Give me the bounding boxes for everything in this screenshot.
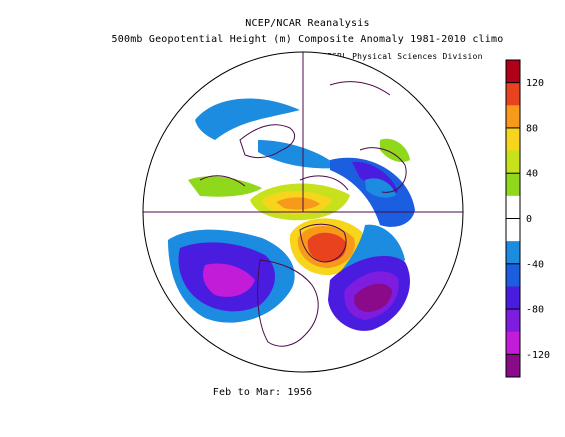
- colorbar-segment: [506, 195, 520, 219]
- colorbar-segment: [506, 218, 520, 242]
- colorbar-segment: [506, 286, 520, 310]
- colorbar-tick-label: 40: [526, 169, 538, 180]
- colorbar-tick-label: -120: [526, 350, 550, 361]
- colorbar-segment: [506, 173, 520, 197]
- colorbar-tick-label: -80: [526, 305, 544, 316]
- colorbar-tick-label: 0: [526, 214, 532, 225]
- colorbar: 120 80 40 0 -40 -80 -120: [505, 59, 550, 378]
- anomaly-region: [203, 263, 255, 297]
- anomaly-field: [143, 52, 463, 372]
- colorbar-segment: [506, 309, 520, 333]
- anomaly-region: [188, 176, 262, 197]
- anomaly-region: [258, 140, 340, 169]
- chart-subtitle: 500mb Geopotential Height (m) Composite …: [111, 34, 504, 45]
- colorbar-tick-label: 80: [526, 123, 538, 134]
- map-border: [142, 51, 464, 373]
- colorbar-segment: [506, 150, 520, 174]
- colorbar-tick-label: 120: [526, 78, 544, 89]
- credit-label: NOAA/ESRL Physical Sciences Division: [302, 52, 483, 61]
- colorbar-segment: [506, 60, 520, 84]
- colorbar-segment: [506, 127, 520, 152]
- anomaly-region: [380, 138, 410, 162]
- period-label: Feb to Mar: 1956: [212, 387, 313, 398]
- anomaly-region: [195, 98, 300, 140]
- anomaly-region: [365, 178, 396, 198]
- anomaly-region: [307, 232, 347, 262]
- colorbar-tick-label: -40: [526, 259, 544, 270]
- colorbar-segment: [506, 82, 520, 106]
- colorbar-segment: [506, 331, 520, 355]
- colorbar-segment: [506, 263, 520, 287]
- chart-title: NCEP/NCAR Reanalysis: [245, 18, 370, 29]
- colorbar-segment: [506, 105, 520, 129]
- coastlines: [199, 81, 407, 347]
- anomaly-region: [354, 283, 392, 312]
- colorbar-segment: [506, 241, 520, 265]
- colorbar-segment: [506, 354, 520, 378]
- anomaly-region: [276, 197, 320, 210]
